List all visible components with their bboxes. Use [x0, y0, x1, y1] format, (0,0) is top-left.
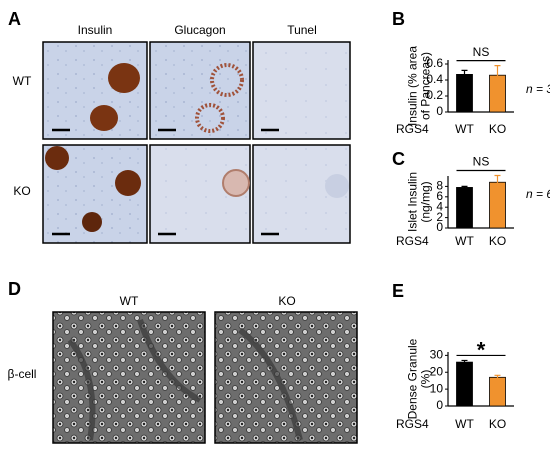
panel-letter: E [392, 281, 404, 301]
y-axis-label: (ng/mg) [419, 181, 433, 222]
scale-bars [52, 128, 279, 236]
column-label: Glucagon [174, 23, 225, 37]
y-tick-label: 10 [430, 381, 444, 395]
y-tick-label: 0 [436, 398, 443, 412]
group-label: RGS4 [396, 417, 429, 431]
row-label: β-cell [8, 367, 37, 381]
y-axis-label: of Pancreas) [419, 52, 433, 120]
islets [45, 63, 349, 232]
panel-letter: A [8, 9, 21, 29]
bar [489, 376, 506, 407]
y-tick-label: 30 [430, 348, 444, 362]
panel-letter: B [392, 9, 405, 29]
error-bar [461, 359, 468, 365]
y-tick-label: 2 [436, 210, 443, 224]
x-tick-label: WT [455, 417, 474, 431]
n-label: n = 6 [526, 187, 550, 201]
x-tick-label: KO [489, 417, 506, 431]
annotation: NS [473, 45, 490, 59]
row-label: KO [13, 184, 30, 198]
y-tick-label: 0 [436, 104, 443, 118]
column-label: KO [278, 294, 295, 308]
bar [456, 74, 473, 113]
x-tick-label: KO [489, 122, 506, 136]
error-bar [494, 174, 501, 190]
group-label: RGS4 [396, 234, 429, 248]
error-bar [461, 69, 468, 79]
column-label: WT [120, 294, 139, 308]
column-label: Insulin [78, 23, 113, 37]
y-axis-label: Dense Granule [406, 338, 420, 419]
y-axis-label: (%) [419, 370, 433, 389]
row-label: WT [13, 74, 32, 88]
annotation: * [477, 337, 486, 362]
n-label: n = 3 [526, 82, 550, 96]
column-label: Tunel [287, 23, 317, 37]
bar [456, 187, 473, 229]
panel-letter: D [8, 279, 21, 299]
y-tick-label: 0 [436, 220, 443, 234]
y-tick-label: 0.2 [426, 88, 443, 102]
x-tick-label: KO [489, 234, 506, 248]
y-axis-label: Islet Insulin [406, 172, 420, 232]
x-tick-label: WT [455, 122, 474, 136]
error-bar [494, 374, 501, 380]
error-bar [494, 65, 501, 86]
x-tick-label: WT [455, 234, 474, 248]
y-tick-label: 0.6 [426, 56, 443, 70]
em-images [52, 311, 358, 444]
y-tick-label: 20 [430, 364, 444, 378]
error-bar [461, 185, 468, 190]
y-tick-label: 6 [436, 189, 443, 203]
panel-letter: C [392, 149, 405, 169]
annotation: NS [473, 155, 490, 169]
y-tick-label: 8 [436, 179, 443, 193]
y-axis-label: Insulin (% area [406, 46, 420, 126]
micrographs [42, 41, 351, 244]
group-label: RGS4 [396, 122, 429, 136]
y-tick-label: 0.4 [426, 72, 443, 86]
y-tick-label: 4 [436, 199, 443, 213]
bar [456, 361, 473, 407]
